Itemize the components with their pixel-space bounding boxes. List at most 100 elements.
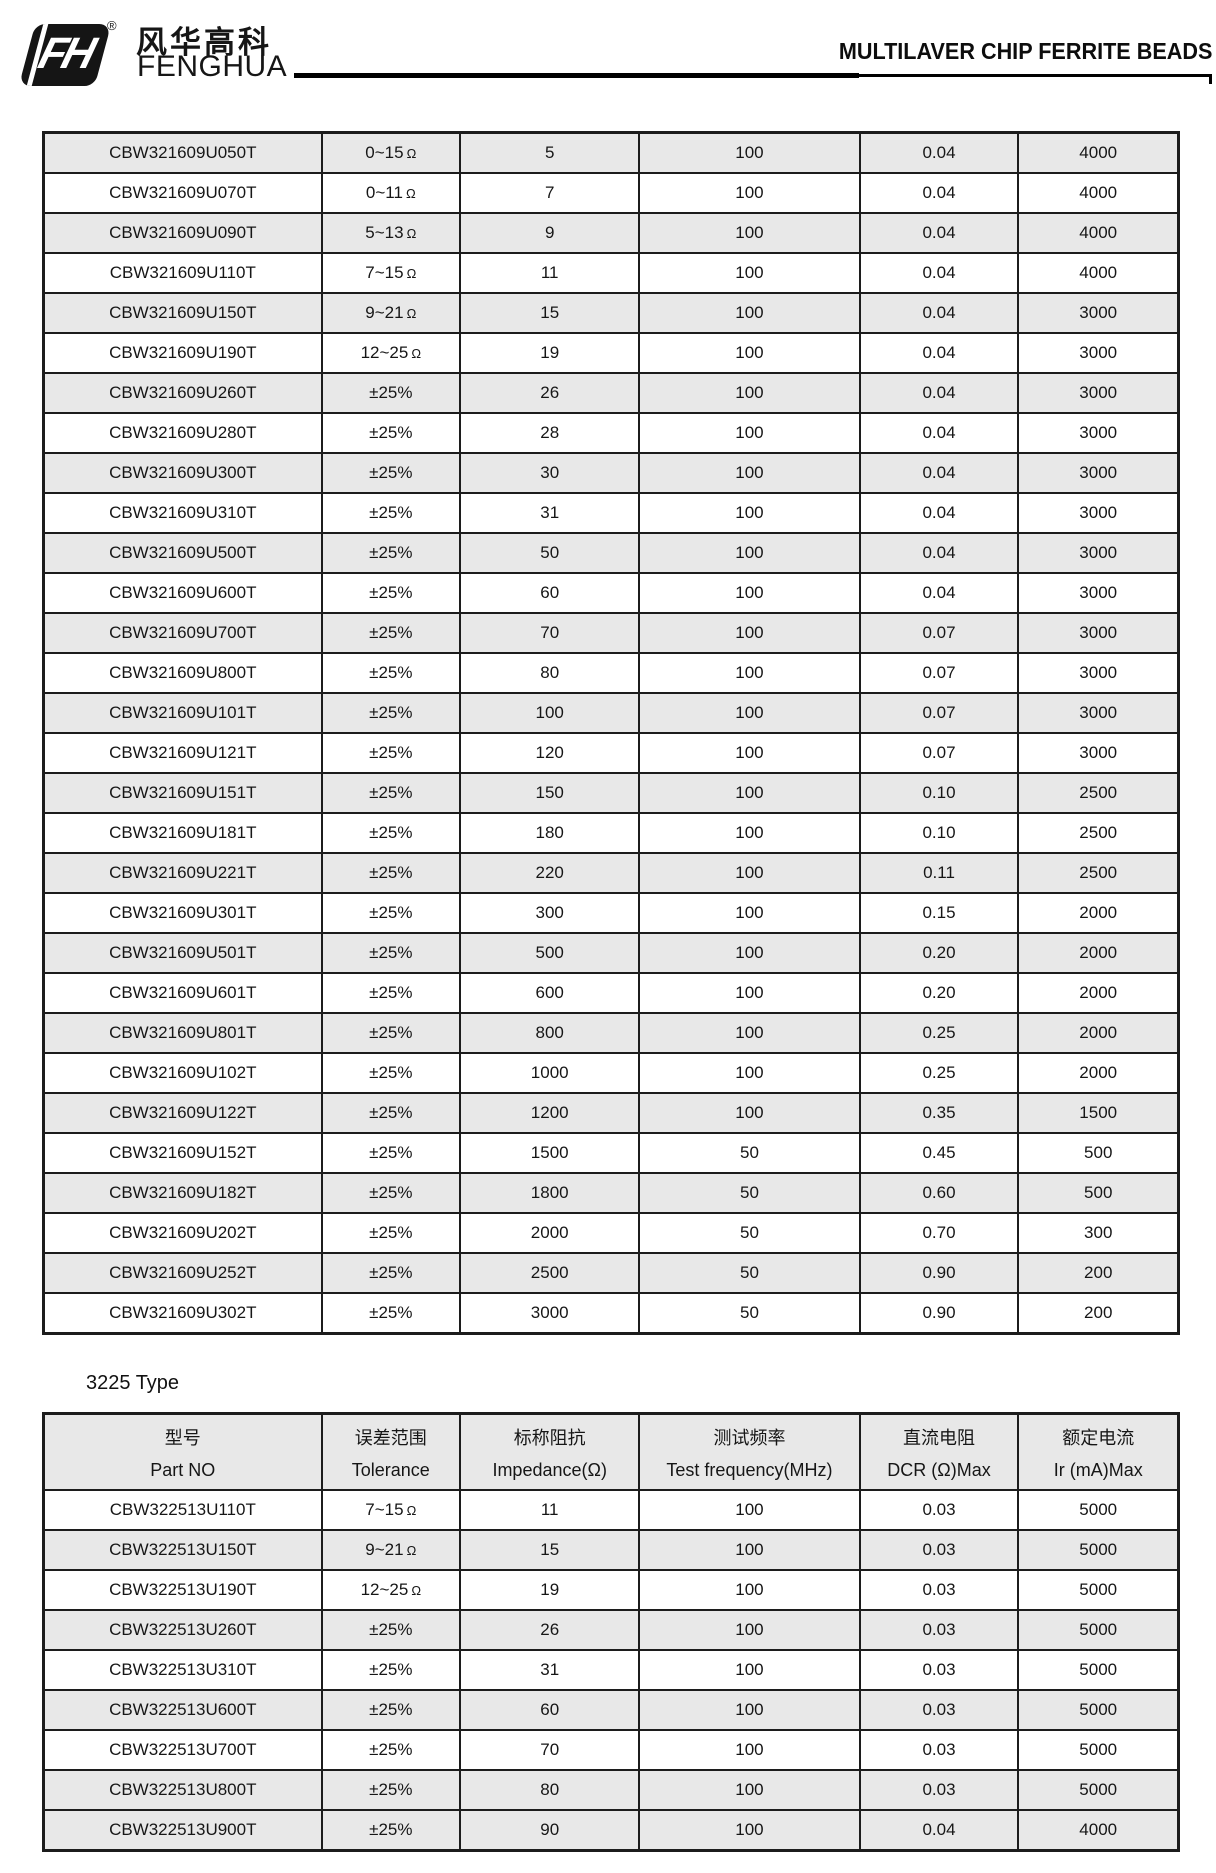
dcr-cell: 0.04 [858,452,1020,494]
tolerance-cell: ±25% [320,1292,462,1335]
rated-current-cell: 2000 [1017,1012,1180,1054]
dcr-cell: 0.04 [858,1809,1020,1852]
table-row: CBW321609U800T ±25% 80 100 0.07 3000 [42,652,1180,694]
part-no-cell: CBW322513U110T [42,1489,323,1531]
table-row: CBW322513U150T 9~21 Ω 15 100 0.03 5000 [42,1529,1180,1571]
tolerance-cell: ±25% [320,1769,462,1811]
rated-current-cell: 3000 [1017,412,1180,454]
column-header-zh: 误差范围 [354,1427,427,1448]
part-no-cell: CBW321609U600T [42,572,323,614]
tolerance-cell: ±25% [320,372,462,414]
rated-current-cell: 4000 [1017,252,1180,294]
test-frequency-cell: 100 [638,412,861,454]
dcr-cell: 0.07 [858,612,1020,654]
rated-current-cell: 2000 [1017,1052,1180,1094]
rated-current-cell: 4000 [1017,1809,1180,1852]
impedance-cell: 11 [459,1489,641,1531]
dcr-cell: 0.07 [858,692,1020,734]
part-no-cell: CBW322513U190T [42,1569,323,1611]
rated-current-cell: 3000 [1017,452,1180,494]
impedance-cell: 60 [459,1689,641,1731]
tolerance-cell: ±25% [320,1729,462,1771]
dcr-cell: 0.70 [858,1212,1020,1254]
part-no-cell: CBW321609U301T [42,892,323,934]
tolerance-cell: ±25% [320,1052,462,1094]
parts-table-3225: 型号 Part NO 误差范围 Tolerance 标称阻抗 Impedance(Ω) 测试… [42,1412,1180,1852]
part-no-cell: CBW321609U181T [42,812,323,854]
tolerance-cell: ±25% [320,1212,462,1254]
dcr-cell: 0.04 [858,332,1020,374]
tolerance-cell: ±25% [320,452,462,494]
column-header-en: DCR (Ω)Max [887,1459,991,1480]
dcr-cell: 0.04 [858,492,1020,534]
part-no-cell: CBW321609U152T [42,1132,323,1174]
test-frequency-cell: 50 [638,1292,861,1335]
table-row: CBW322513U900T ±25% 90 100 0.04 4000 [42,1809,1180,1852]
column-header-en: Test frequency(MHz) [666,1459,833,1480]
dcr-cell: 0.90 [858,1292,1020,1335]
part-no-cell: CBW322513U310T [42,1649,323,1691]
part-no-cell: CBW321609U050T [42,131,323,174]
part-no-cell: CBW321609U150T [42,292,323,334]
rated-current-cell: 5000 [1017,1569,1180,1611]
test-frequency-cell: 100 [638,252,861,294]
tolerance-cell: ±25% [320,812,462,854]
impedance-cell: 80 [459,1769,641,1811]
test-frequency-cell: 100 [638,812,861,854]
tolerance-cell: ±25% [320,732,462,774]
table-row: CBW321609U152T ±25% 1500 50 0.45 500 [42,1132,1180,1174]
logo-monogram: FH [33,29,98,78]
rated-current-cell: 2500 [1017,852,1180,894]
test-frequency-cell: 100 [638,1809,861,1852]
table-row: CBW321609U181T ±25% 180 100 0.10 2500 [42,812,1180,854]
dcr-cell: 0.07 [858,732,1020,774]
impedance-cell: 31 [459,1649,641,1691]
tolerance-cell: ±25% [320,932,462,974]
rated-current-cell: 5000 [1017,1769,1180,1811]
rated-current-cell: 2500 [1017,812,1180,854]
impedance-cell: 1000 [459,1052,641,1094]
column-header-cell: 额定电流 Ir (mA)Max [1017,1412,1180,1491]
rated-current-cell: 5000 [1017,1649,1180,1691]
part-no-cell: CBW321609U101T [42,692,323,734]
tolerance-cell: 12~25 Ω [320,332,462,374]
impedance-cell: 150 [459,772,641,814]
dcr-cell: 0.03 [858,1569,1020,1611]
part-no-cell: CBW321609U122T [42,1092,323,1134]
rated-current-cell: 5000 [1017,1689,1180,1731]
tolerance-cell: ±25% [320,1172,462,1214]
test-frequency-cell: 100 [638,1012,861,1054]
part-no-cell: CBW321609U601T [42,972,323,1014]
test-frequency-cell: 100 [638,292,861,334]
test-frequency-cell: 100 [638,332,861,374]
impedance-cell: 1500 [459,1132,641,1174]
dcr-cell: 0.04 [858,131,1020,174]
rated-current-cell: 2500 [1017,772,1180,814]
column-header-zh: 额定电流 [1062,1427,1135,1448]
test-frequency-cell: 100 [638,172,861,214]
table-row: CBW321609U280T ±25% 28 100 0.04 3000 [42,412,1180,454]
column-header-en: Ir (mA)Max [1053,1459,1143,1480]
impedance-cell: 15 [459,292,641,334]
impedance-cell: 2000 [459,1212,641,1254]
part-no-cell: CBW321609U121T [42,732,323,774]
test-frequency-cell: 100 [638,1609,861,1651]
table-row: CBW321609U310T ±25% 31 100 0.04 3000 [42,492,1180,534]
table-row: CBW321609U101T ±25% 100 100 0.07 3000 [42,692,1180,734]
impedance-cell: 28 [459,412,641,454]
tolerance-cell: ±25% [320,492,462,534]
impedance-cell: 2500 [459,1252,641,1294]
column-header-cell: 测试频率 Test frequency(MHz) [638,1412,861,1491]
company-name-cn: 风华高科 [136,25,272,60]
rated-current-cell: 300 [1017,1212,1180,1254]
column-header-cell: 直流电阻 DCR (Ω)Max [858,1412,1020,1491]
test-frequency-cell: 100 [638,1092,861,1134]
dcr-cell: 0.03 [858,1769,1020,1811]
part-no-cell: CBW321609U310T [42,492,323,534]
rated-current-cell: 200 [1017,1252,1180,1294]
rated-current-cell: 3000 [1017,372,1180,414]
column-header-en: Part NO [150,1459,216,1480]
part-no-cell: CBW321609U501T [42,932,323,974]
dcr-cell: 0.60 [858,1172,1020,1214]
part-no-cell: CBW322513U800T [42,1769,323,1811]
